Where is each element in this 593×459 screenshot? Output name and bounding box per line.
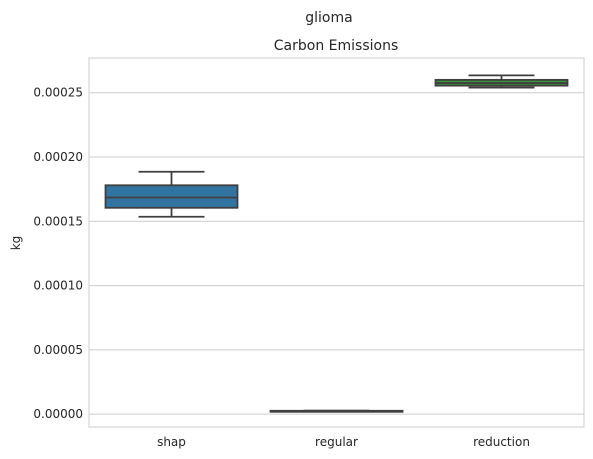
x-tick-labels: shap regular reduction [157,435,530,449]
y-tick-label: 0.00000 [33,407,83,421]
box-series [104,74,569,413]
box-reduction [434,74,569,89]
box-iqr [104,184,239,209]
plot-area [88,57,585,428]
x-tick-label: reduction [473,435,530,449]
y-tick-label: 0.00015 [33,214,83,228]
box-regular [269,409,404,413]
y-tick-labels: 0.00000 0.00005 0.00010 0.00015 0.00020 0.000… [33,86,83,421]
y-gridlines [89,92,584,415]
chart-suptitle: glioma [305,10,352,26]
y-tick-label: 0.00025 [33,86,83,100]
x-tick-label: shap [157,435,186,449]
y-axis-label: kg [9,236,23,251]
y-tick-label: 0.00010 [33,279,83,293]
chart-title: Carbon Emissions [274,38,398,54]
box-shap [104,170,239,218]
y-tick-label: 0.00020 [33,150,83,164]
x-tick-label: regular [315,435,358,449]
y-tick-label: 0.00005 [33,343,83,357]
